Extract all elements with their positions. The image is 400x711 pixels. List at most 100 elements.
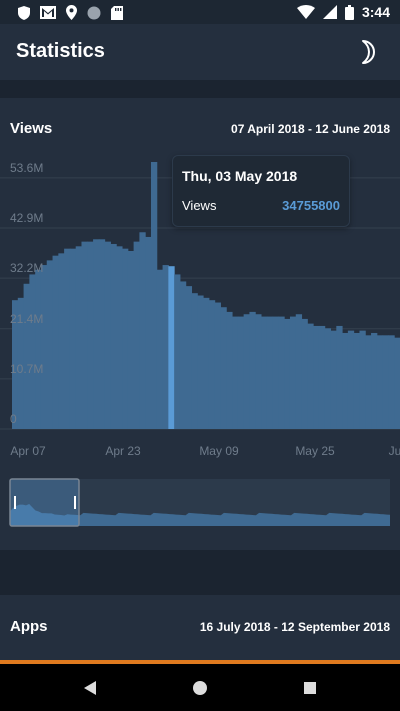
chart-bar[interactable] — [330, 330, 337, 429]
chart-bar[interactable] — [93, 239, 100, 429]
chart-bar[interactable] — [318, 325, 326, 429]
x-tick-label: Ju — [389, 444, 400, 458]
chart-bar[interactable] — [301, 318, 308, 429]
moon-icon[interactable] — [352, 38, 380, 66]
app-bar: Statistics — [0, 24, 400, 80]
chart-bar[interactable] — [122, 248, 129, 429]
chart-bar[interactable] — [278, 316, 285, 429]
chart-bar[interactable] — [203, 297, 210, 429]
chart-bar[interactable] — [272, 316, 279, 429]
chart-bar[interactable] — [359, 330, 366, 429]
chart-bar[interactable] — [208, 300, 216, 429]
chart-bar[interactable] — [104, 241, 111, 429]
y-tick-label: 0 — [10, 412, 17, 426]
recents-icon[interactable] — [300, 678, 320, 698]
chart-bar[interactable] — [127, 251, 135, 429]
navigation-bar — [0, 664, 400, 711]
chart-bar[interactable] — [388, 335, 395, 429]
chart-bar[interactable] — [307, 323, 314, 429]
chart-bar[interactable] — [266, 316, 274, 429]
chart-bar[interactable] — [376, 335, 384, 429]
status-icons-right: 3:44 — [296, 4, 390, 20]
chart-bar[interactable] — [81, 241, 88, 429]
chart-bar[interactable] — [214, 302, 221, 429]
chart-bar[interactable] — [64, 248, 71, 429]
chart-bar[interactable] — [133, 241, 140, 429]
chart-bar[interactable] — [232, 316, 239, 429]
gmail-icon — [40, 6, 56, 19]
overview-selection-window[interactable] — [9, 478, 80, 527]
chart-bar[interactable] — [145, 236, 152, 429]
chart-bar[interactable] — [249, 311, 256, 429]
apps-date-range: 16 July 2018 - 12 September 2018 — [199, 620, 390, 634]
apps-title: Apps — [10, 618, 48, 635]
chart-tooltip: Thu, 03 May 2018 Views 34755800 — [172, 155, 350, 227]
chart-bar[interactable] — [35, 269, 42, 429]
shield-icon — [18, 5, 30, 20]
battery-icon — [344, 4, 354, 20]
tooltip-label: Views — [182, 198, 217, 213]
x-tick-label: May 25 — [295, 444, 335, 458]
chart-bar[interactable] — [226, 311, 233, 429]
chart-bar[interactable] — [313, 325, 320, 429]
chart-bar[interactable] — [23, 283, 30, 429]
sd-card-icon — [111, 5, 123, 20]
overview-right-handle[interactable] — [74, 496, 76, 509]
views-chart[interactable]: 0 10.7M 21.4M 32.2M 42.9M 53.6M Apr 07 Apr 23 Ma… — [0, 0, 400, 550]
circle-icon — [87, 6, 101, 19]
chart-bar[interactable] — [12, 300, 19, 429]
chart-bar[interactable] — [191, 293, 198, 429]
chart-bar[interactable] — [162, 265, 169, 429]
chart-bar[interactable] — [40, 265, 48, 429]
chart-bar[interactable] — [371, 332, 378, 429]
chart-bar[interactable] — [69, 248, 77, 429]
chart-bar[interactable] — [29, 274, 36, 429]
chart-bar[interactable] — [174, 274, 181, 429]
chart-bar[interactable] — [75, 246, 82, 429]
home-icon[interactable] — [190, 678, 210, 698]
chart-bar[interactable] — [179, 281, 187, 429]
tooltip-date: Thu, 03 May 2018 — [182, 168, 298, 184]
chart-bar[interactable] — [347, 330, 355, 429]
views-title: Views — [10, 120, 53, 137]
status-time: 3:44 — [361, 4, 390, 20]
overview-left-handle[interactable] — [14, 496, 16, 509]
chart-bar[interactable] — [342, 332, 349, 429]
back-icon[interactable] — [80, 678, 100, 698]
chart-bar[interactable] — [197, 295, 204, 430]
chart-bar[interactable] — [353, 332, 360, 429]
chart-bar[interactable] — [243, 314, 250, 429]
chart-bar[interactable] — [284, 318, 291, 429]
location-pin-icon — [66, 5, 77, 20]
chart-bar[interactable] — [289, 316, 297, 429]
status-bar: 3:44 — [0, 0, 400, 24]
chart-bar[interactable] — [220, 307, 227, 429]
chart-bar[interactable] — [382, 335, 389, 429]
chart-bar[interactable] — [255, 314, 262, 429]
wifi-icon — [296, 5, 315, 19]
chart-bar[interactable] — [139, 232, 146, 429]
chart-bar[interactable] — [365, 335, 372, 429]
chart-bar[interactable] — [336, 325, 343, 429]
chart-bar[interactable] — [237, 316, 245, 429]
accent-bar — [0, 660, 400, 664]
chart-bar[interactable] — [150, 162, 158, 429]
chart-bar[interactable] — [394, 337, 400, 429]
chart-bar[interactable] — [116, 246, 123, 429]
chart-bar[interactable] — [52, 255, 59, 429]
y-tick-label: 10.7M — [10, 362, 43, 376]
chart-bar[interactable] — [87, 241, 94, 429]
chart-bar[interactable] — [110, 243, 117, 429]
chart-bar[interactable] — [295, 314, 303, 429]
chart-bar[interactable] — [156, 269, 164, 429]
chart-bar-highlighted[interactable] — [168, 266, 175, 429]
tooltip-value: 34755800 — [282, 198, 340, 213]
chart-bar[interactable] — [46, 260, 54, 429]
chart-bar[interactable] — [17, 297, 25, 429]
chart-bar[interactable] — [98, 239, 106, 429]
chart-bar[interactable] — [58, 253, 65, 429]
chart-bar[interactable] — [261, 316, 268, 429]
chart-bar[interactable] — [185, 286, 193, 429]
chart-bar[interactable] — [324, 328, 332, 429]
y-tick-label: 32.2M — [10, 261, 43, 275]
